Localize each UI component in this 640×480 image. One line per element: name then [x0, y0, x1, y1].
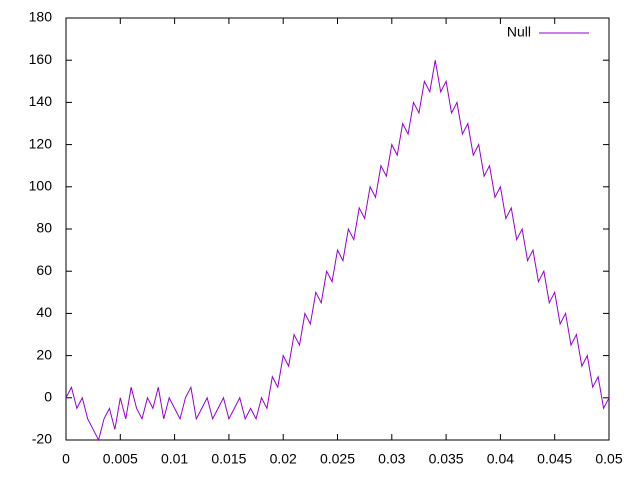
y-tick-label: 120: [29, 135, 53, 151]
x-tick-label: 0.015: [211, 451, 246, 467]
y-tick-label: -20: [32, 431, 52, 447]
plot-frame: [65, 17, 610, 441]
x-tick-label: 0.005: [103, 451, 138, 467]
x-tick-label: 0.03: [378, 451, 405, 467]
x-tick-label: 0.01: [161, 451, 188, 467]
y-tick-label: 60: [36, 262, 52, 278]
y-tick-label: 0: [44, 389, 52, 405]
x-tick-label: 0.02: [270, 451, 297, 467]
y-tick-label: 80: [36, 220, 52, 236]
x-tick-label: 0.04: [487, 451, 514, 467]
y-tick-label: 20: [36, 346, 52, 362]
x-tick-label: 0.05: [595, 451, 622, 467]
y-tick-label: 140: [29, 93, 53, 109]
x-tick-label: 0.045: [537, 451, 572, 467]
y-tick-label: 160: [29, 51, 53, 67]
y-tick-label: 100: [29, 178, 53, 194]
x-tick-label: 0: [62, 451, 70, 467]
y-tick-label: 180: [29, 9, 53, 25]
x-tick-label: 0.035: [429, 451, 464, 467]
y-tick-label: 40: [36, 304, 52, 320]
data-line: [65, 60, 610, 442]
x-tick-label: 0.025: [320, 451, 355, 467]
legend-label: Null: [507, 24, 531, 40]
